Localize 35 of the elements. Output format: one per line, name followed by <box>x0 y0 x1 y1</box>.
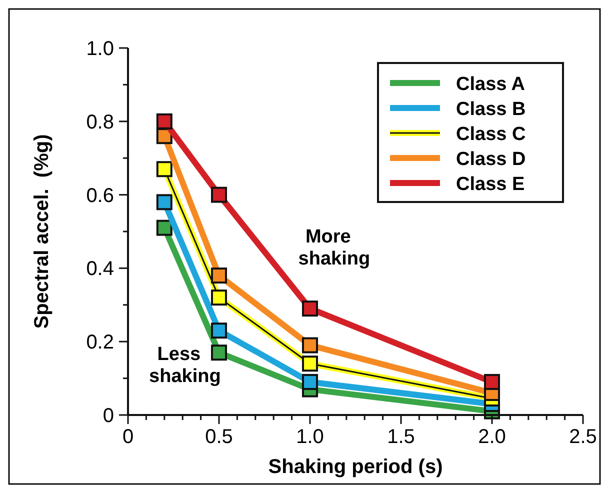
point <box>302 374 318 390</box>
point <box>211 344 227 361</box>
point <box>211 290 227 306</box>
x-tick-label: 1.5 <box>387 426 415 448</box>
x-tick-label: 2.5 <box>569 426 597 448</box>
x-tick-label: 0 <box>122 426 134 448</box>
y-axis-title: Spectral accel. (%g) <box>31 134 53 329</box>
x-tick-label: 0.5 <box>205 426 233 448</box>
point <box>156 194 172 210</box>
y-tick-label: 1.0 <box>86 38 114 60</box>
point <box>302 337 318 354</box>
point <box>211 322 227 339</box>
point <box>484 374 500 390</box>
legend-label: Class A <box>456 74 526 95</box>
legend-label: Class E <box>456 174 525 195</box>
y-tick-label: 0.8 <box>86 111 114 134</box>
annotation: Less shaking <box>149 344 221 387</box>
x-tick-label: 1.0 <box>296 426 324 448</box>
point <box>302 300 318 317</box>
legend-label: Class C <box>456 124 526 145</box>
annotation: More shaking <box>298 226 370 270</box>
x-tick-label: 2.0 <box>478 426 506 448</box>
y-tick-label: 0.6 <box>86 184 114 207</box>
legend-label: Class B <box>456 99 526 120</box>
point <box>302 356 318 372</box>
y-tick-label: 0.4 <box>86 258 114 280</box>
point <box>156 220 172 236</box>
x-axis-title: Shaking period (s) <box>268 456 443 478</box>
point <box>156 161 172 178</box>
y-tick-label: 0.2 <box>86 332 114 354</box>
point <box>156 113 172 130</box>
point <box>211 268 227 284</box>
point <box>211 186 227 203</box>
legend-label: Class D <box>456 149 526 170</box>
y-tick-label: 0 <box>102 405 114 427</box>
